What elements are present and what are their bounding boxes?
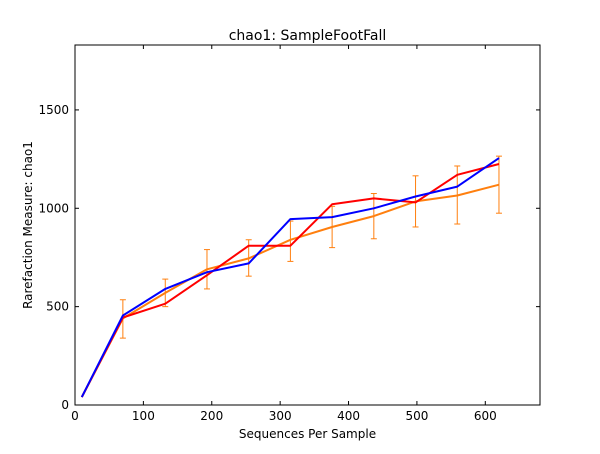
x-tick-label: 500 bbox=[405, 409, 428, 423]
y-axis-label: Rarefaction Measure: chao1 bbox=[21, 141, 35, 309]
x-tick-label: 400 bbox=[337, 409, 360, 423]
x-tick-label: 100 bbox=[132, 409, 155, 423]
x-tick-label: 300 bbox=[269, 409, 292, 423]
y-tick-label: 0 bbox=[61, 398, 69, 412]
chart-title: chao1: SampleFootFall bbox=[229, 28, 387, 44]
series-line bbox=[80, 157, 500, 398]
y-tick-label: 1000 bbox=[38, 201, 69, 215]
plot-area: 0 100 200 300 400 500 600 0 500 1000 1500 bbox=[38, 44, 541, 423]
x-tick-label: 200 bbox=[200, 409, 223, 423]
plot-frame bbox=[74, 44, 541, 406]
series-line bbox=[80, 183, 500, 398]
x-tick-label: 0 bbox=[71, 409, 79, 423]
y-tick-label: 1500 bbox=[38, 103, 69, 117]
y-tick-label: 500 bbox=[46, 300, 69, 314]
x-axis-label: Sequences Per Sample bbox=[239, 427, 376, 441]
x-tick-label: 600 bbox=[474, 409, 497, 423]
